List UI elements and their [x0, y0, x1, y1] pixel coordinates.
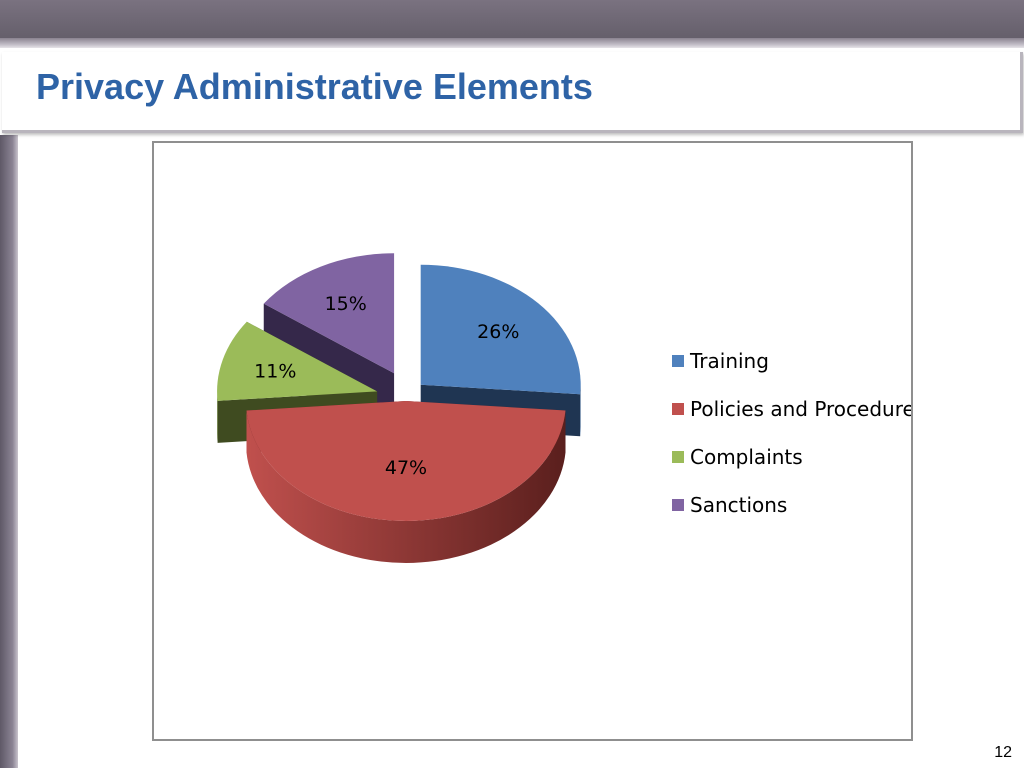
pie-slice-top [263, 253, 395, 374]
left-accent-bar [0, 135, 18, 768]
pie-slice-top [246, 401, 566, 521]
data-label-complaints: 11% [254, 360, 296, 382]
legend-label-sanctions: Sanctions [690, 493, 787, 517]
legend-label-complaints: Complaints [690, 445, 803, 469]
data-label-sanctions: 15% [325, 293, 367, 315]
data-label-training: 26% [477, 321, 519, 343]
header-bar [0, 0, 1024, 38]
pie-chart: 26% 47% 11% 15% Training Policies and Procedu… [217, 253, 911, 563]
pie-slice-top [420, 264, 581, 395]
legend-swatch-complaints [672, 451, 684, 463]
legend-swatch-training [672, 355, 684, 367]
data-label-policies-and-procedures: 47% [385, 457, 427, 479]
pie-slice-side [580, 384, 581, 437]
chart-frame: 26% 47% 11% 15% Training Policies and Procedu… [152, 141, 913, 741]
title-box [2, 52, 1023, 133]
pie-slice-side [246, 410, 566, 563]
legend-label-training: Training [689, 349, 769, 373]
pie-slice-top [217, 321, 378, 401]
pie-slice-side [217, 391, 218, 443]
legend-swatch-sanctions [672, 499, 684, 511]
header-stripe [0, 38, 1024, 48]
slide-title: Privacy Administrative Elements [36, 66, 593, 107]
pie-slice-policies-and-procedures [246, 401, 566, 563]
legend-label-policies-and-procedures: Policies and Procedures [690, 397, 911, 421]
legend-swatch-policies-and-procedures [672, 403, 684, 415]
page-number: 12 [994, 744, 1012, 761]
